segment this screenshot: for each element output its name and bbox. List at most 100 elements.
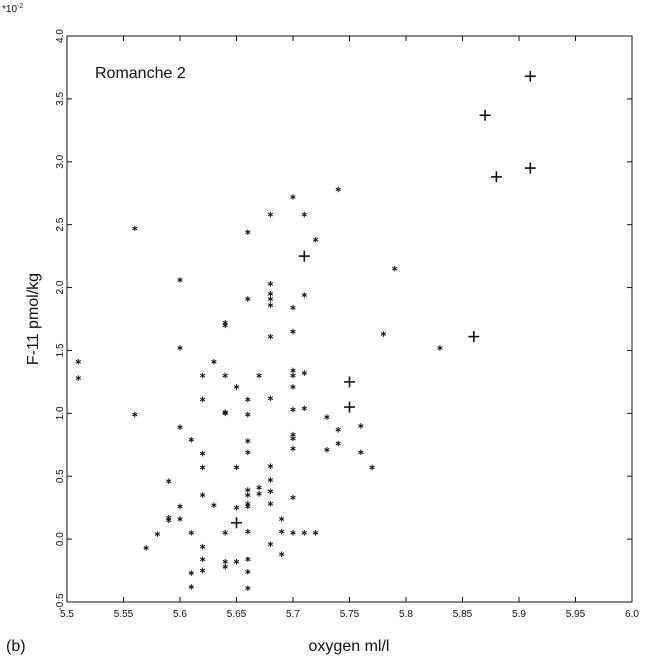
data-point-star <box>199 450 206 457</box>
data-point-plus <box>468 331 480 343</box>
data-point-star <box>233 464 240 471</box>
data-point-star <box>437 345 443 351</box>
data-point-star <box>267 541 274 547</box>
data-point-star <box>245 585 251 591</box>
data-point-star <box>166 478 172 485</box>
data-point-plus <box>298 250 310 262</box>
data-point-plus <box>231 517 242 529</box>
data-point-star <box>222 558 228 565</box>
chart-annotation: Romanche 2 <box>95 65 186 82</box>
x-tick-label: 5.7 <box>286 609 300 620</box>
data-point-star <box>211 358 217 365</box>
data-point-star <box>199 396 206 403</box>
data-point-star <box>222 563 228 570</box>
data-point-star <box>267 302 274 308</box>
y-tick-label: 3.5 <box>55 92 66 106</box>
data-point-star <box>358 449 364 456</box>
data-point-star <box>267 477 274 483</box>
data-point-star <box>233 558 240 565</box>
data-point-star <box>301 292 307 298</box>
data-point-star <box>143 545 149 551</box>
data-point-star <box>245 492 251 498</box>
data-point-star <box>267 488 274 495</box>
data-point-star <box>256 484 262 491</box>
data-point-star <box>188 436 194 443</box>
data-point-star <box>245 449 251 456</box>
data-point-star <box>290 304 296 311</box>
y-tick-label: 1.5 <box>55 343 66 357</box>
y-axis-label: F-11 pmol/kg <box>25 273 42 365</box>
data-point-star <box>290 372 296 379</box>
data-point-star <box>335 426 341 433</box>
data-point-star <box>380 331 387 337</box>
data-point-star <box>177 424 183 430</box>
data-point-plus <box>524 162 536 174</box>
data-point-star <box>245 569 251 575</box>
y-axis: -0.5 0.0 0.5 1.0 1.5 2.0 2.5 3.0 3.5 4.0 <box>55 29 632 611</box>
x-tick-label: 6.0 <box>625 609 639 620</box>
data-point-star <box>188 570 194 576</box>
y-multiplier-exponent: -2 <box>17 3 23 10</box>
data-point-star <box>177 345 183 351</box>
x-tick-label: 5.55 <box>114 609 134 620</box>
data-point-star <box>369 464 375 471</box>
data-point-star <box>233 504 240 511</box>
data-point-star <box>290 367 296 374</box>
data-point-star <box>312 236 319 243</box>
data-point-plus <box>524 70 536 82</box>
data-point-star <box>267 501 274 507</box>
data-point-star <box>245 503 251 510</box>
data-point-star <box>245 556 251 563</box>
data-point-star <box>290 530 296 536</box>
y-tick-label: 0.5 <box>55 469 66 483</box>
x-tick-label: 5.65 <box>227 609 247 620</box>
data-point-star <box>199 543 206 550</box>
x-tick-label: 5.75 <box>340 609 360 620</box>
data-point-star <box>188 584 194 590</box>
data-point-star <box>267 333 274 340</box>
data-point-star <box>290 194 296 200</box>
data-point-star <box>177 516 183 522</box>
x-tick-label: 5.5 <box>60 609 74 620</box>
data-point-star <box>358 423 364 429</box>
panel-label: (b) <box>6 638 26 655</box>
y-tick-label: 1.0 <box>55 406 66 420</box>
data-point-star <box>75 375 81 381</box>
data-points <box>75 70 536 591</box>
data-point-star <box>245 438 251 444</box>
data-point-star <box>290 406 296 413</box>
data-point-star <box>279 551 285 558</box>
data-point-star <box>245 411 251 418</box>
data-point-star <box>188 530 194 536</box>
data-point-star <box>154 531 161 537</box>
data-point-plus <box>479 109 491 121</box>
data-point-star <box>199 492 206 498</box>
x-tick-label: 5.95 <box>566 609 586 620</box>
data-point-star <box>199 372 206 379</box>
data-point-star <box>290 435 296 442</box>
data-point-star <box>267 463 274 469</box>
data-point-star <box>267 211 274 218</box>
data-point-star <box>132 411 138 418</box>
x-tick-label: 5.8 <box>399 609 413 620</box>
x-tick-label: 5.85 <box>453 609 473 620</box>
data-point-star <box>324 414 330 420</box>
data-point-star <box>301 211 307 218</box>
data-point-star <box>245 296 251 302</box>
data-point-star <box>301 405 307 412</box>
data-point-star <box>211 502 217 508</box>
data-point-plus <box>344 401 355 413</box>
data-point-star <box>177 277 183 283</box>
data-point-star <box>290 328 296 335</box>
y-tick-label: 2.5 <box>55 217 66 231</box>
data-point-star <box>132 225 138 232</box>
data-point-star <box>290 494 296 501</box>
data-point-star <box>267 296 274 302</box>
y-multiplier-base: *10 <box>2 4 17 15</box>
y-tick-label: 2.0 <box>55 280 66 294</box>
x-axis-label: oxygen ml/l <box>309 638 390 655</box>
data-point-star <box>222 410 228 417</box>
data-point-star <box>222 322 228 329</box>
data-point-star <box>245 528 251 535</box>
